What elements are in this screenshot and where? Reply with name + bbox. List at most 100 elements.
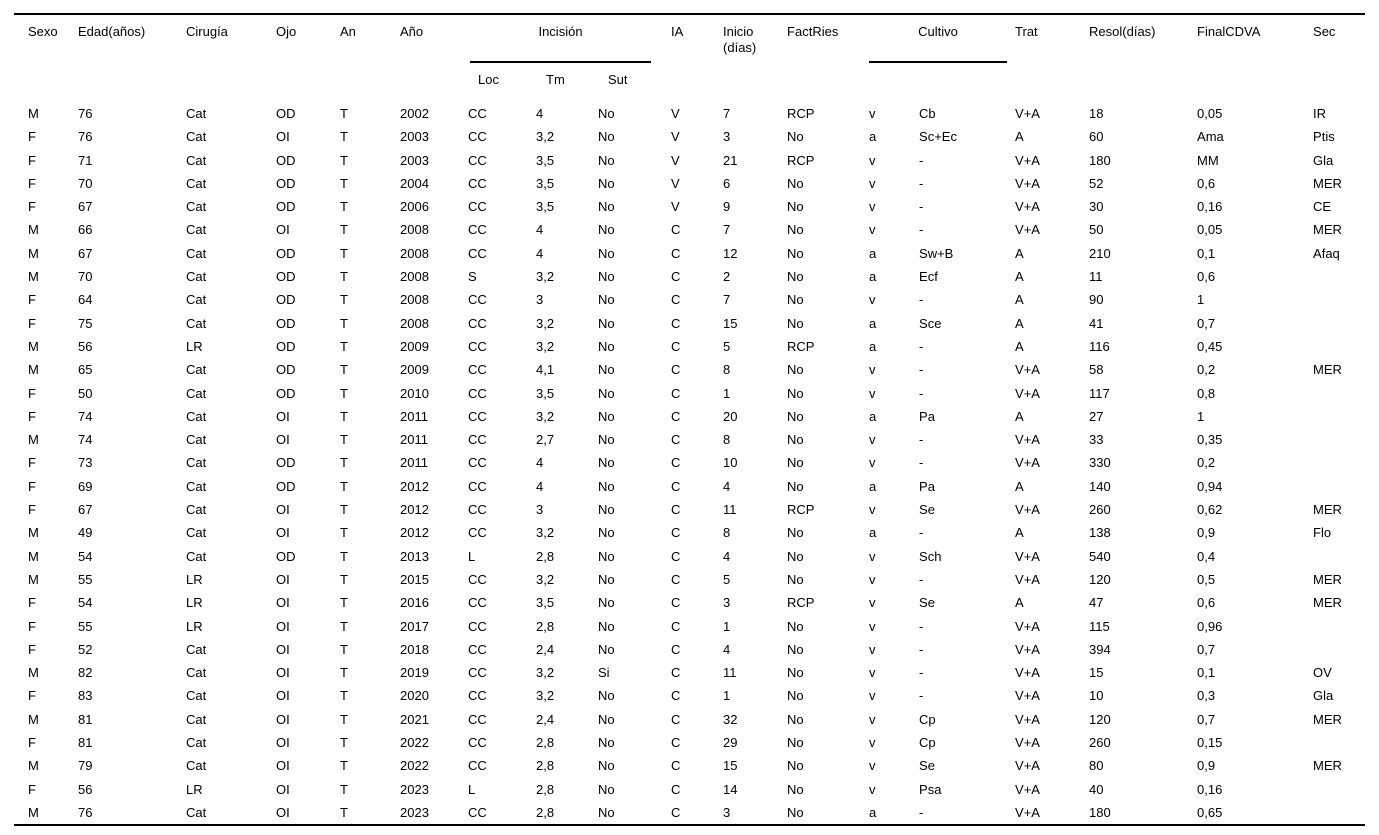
table-cell [1313,451,1365,474]
table-cell: CC [468,455,487,471]
table-cell: LR [186,595,203,611]
table-cell: 4,1 [536,362,555,378]
table-cell: Pa [919,408,935,424]
table-cell: M [28,106,39,121]
table-cell: 117 [1089,385,1110,401]
table-cell: CE [1313,199,1332,215]
table-cell: 20 [723,408,738,424]
table-cell: 2011 [400,455,428,471]
table-cell: V+A [1015,502,1040,518]
table-cell: OI [276,735,290,751]
table-cell: 3,2 [536,665,555,681]
table-cell: a [869,525,877,541]
table-cell: 40 [1089,781,1104,797]
table-cell: 56 [78,781,93,797]
table-cell: 7 [723,222,731,238]
table-cell: F [28,199,36,215]
table-cell: 0,6 [1197,175,1216,191]
table-cell: 2009 [400,338,429,354]
table-cell: No [787,245,804,261]
table-cell: v [869,106,876,121]
table-cell: 0,6 [1197,595,1216,611]
table-cell: V+A [1015,618,1040,634]
table-cell: 0,96 [1197,618,1223,634]
table-cell: V+A [1015,688,1040,704]
table-cell: C [671,711,681,727]
table-cell: OI [276,129,290,145]
table-cell: CC [468,106,487,121]
table-cell: 0,2 [1197,362,1216,378]
table-cell: OI [276,804,290,820]
col-subheader-sut: Sut [608,72,628,87]
table-cell: CC [468,362,487,378]
table-cell: No [787,362,804,378]
table-cell: V+A [1015,385,1040,401]
table-cell [1313,801,1365,825]
table-cell: 3 [723,129,731,145]
table-cell: OI [276,595,290,611]
table-cell: 11 [723,502,737,518]
col-header-edad: Edad(años) [78,24,146,39]
table-cell: Flo [1313,525,1332,541]
table-cell: C [671,292,681,308]
table-cell: Cat [186,106,207,121]
table-cell: 8 [723,525,731,541]
table-cell: F [28,129,36,145]
table-cell: Cb [919,106,936,121]
table-cell: T [340,338,348,354]
table-cell: Si [598,665,610,681]
table-cell: 76 [78,804,93,820]
table-cell: C [671,735,681,751]
col-subheader-loc: Loc [478,72,499,87]
table-cell: T [340,175,348,191]
table-cell: 15 [723,758,738,774]
table-cell: OD [276,152,296,168]
table-cell: 3,2 [536,129,555,145]
table-cell: C [671,222,681,238]
table-cell: No [787,292,804,308]
table-cell: F [28,315,36,331]
table-cell: CC [468,595,487,611]
table-cell: 3,5 [536,152,555,168]
table-cell: 8 [723,362,731,378]
table-cell [1313,405,1365,428]
table-cell: 49 [78,525,93,541]
table-cell: V+A [1015,362,1040,378]
table-cell: F [28,292,36,308]
table-cell: v [869,758,876,774]
table-row: M 76 Cat OD T 2002 CC 4 No V 7 RCP v Cb V+A 18 0,05 IR [14,102,1365,125]
table-cell: OD [276,269,296,285]
table-cell: MER [1313,502,1342,518]
table-cell: RCP [787,595,815,611]
table-cell: V [671,199,680,215]
col-header-resol: Resol(días) [1089,24,1156,39]
table-cell: M [28,338,39,354]
table-cell: 1 [723,688,731,704]
table-cell: 11 [1089,269,1103,285]
table-cell: 14 [723,781,738,797]
table-cell: 33 [1089,432,1104,448]
table-cell: A [1015,478,1024,494]
table-cell: - [919,385,924,401]
table-cell: 11 [723,665,737,681]
table-cell: No [787,478,804,494]
header-row-sub: Loc Tm Sut [14,63,1365,102]
table-cell: RCP [787,106,815,121]
table-cell: RCP [787,338,815,354]
table-cell: No [787,781,804,797]
table-cell [1313,288,1365,311]
table-cell: 74 [78,432,93,448]
table-cell: T [340,129,348,145]
table-row: M 65 Cat OD T 2009 CC 4,1 No C 8 No v - V+A 58 0,2 MER [14,358,1365,381]
table-cell: A [1015,525,1024,541]
table-cell [1313,312,1365,335]
table-cell: CC [468,175,487,191]
table-cell: No [787,129,804,145]
table-cell: v [869,688,876,704]
table-cell: 76 [78,129,93,145]
table-cell: V+A [1015,804,1040,820]
table-cell: V [671,106,680,121]
table-cell: C [671,781,681,797]
table-cell: Cat [186,758,207,774]
table-cell: OD [276,362,296,378]
